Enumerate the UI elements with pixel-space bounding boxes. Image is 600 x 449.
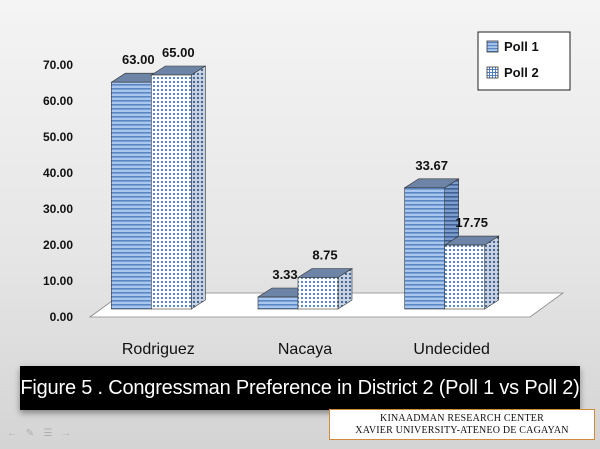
legend-swatch-poll-2 xyxy=(486,66,499,79)
y-tick-label: 50.00 xyxy=(43,130,73,144)
bar-series-group xyxy=(110,65,500,310)
y-tick-label: 0.00 xyxy=(50,310,74,324)
legend-label-poll-1: Poll 1 xyxy=(504,39,539,54)
chart-area: 0.00 10.00 20.00 30.00 40.00 50.00 60.00 70.00 … xyxy=(43,31,571,358)
bar-poll-2-rodriguez xyxy=(151,74,192,310)
data-label: 3.33 xyxy=(272,267,297,282)
bar-chart: 0.0010.0020.0030.0040.0050.0060.0070.00 … xyxy=(43,31,571,358)
back-arrow-icon[interactable]: ← xyxy=(7,428,17,439)
menu-icon[interactable]: ☰ xyxy=(43,428,53,439)
y-tick-label: 60.00 xyxy=(43,94,73,108)
data-label: 63.00 xyxy=(122,52,155,67)
category-label: Nacaya xyxy=(278,341,332,358)
bar-poll-1-undecided xyxy=(404,187,445,310)
credit-box: KINAADMAN RESEARCH CENTER XAVIER UNIVERS… xyxy=(329,409,595,440)
pen-icon[interactable]: ✎ xyxy=(25,428,35,439)
data-label: 33.67 xyxy=(415,158,448,173)
x-axis: Rodriguez Nacaya Undecided xyxy=(122,341,490,358)
legend: Poll 1 Poll 2 xyxy=(477,31,571,91)
y-axis: 0.00 10.00 20.00 30.00 40.00 50.00 60.00 70.00 xyxy=(43,58,73,324)
category-label: Rodriguez xyxy=(122,341,195,358)
y-tick-label: 70.00 xyxy=(43,58,73,72)
y-tick-label: 30.00 xyxy=(43,202,73,216)
category-label: Undecided xyxy=(413,341,490,358)
figure-caption: Figure 5 . Congressman Preference in Dis… xyxy=(20,366,580,410)
bar-poll-1-nacaya xyxy=(257,296,299,310)
data-label: 17.75 xyxy=(455,215,488,230)
forward-arrow-icon[interactable]: → xyxy=(61,428,71,439)
y-tick-label: 10.00 xyxy=(43,274,73,288)
bar-side xyxy=(191,65,206,310)
data-labels: 63.00 65.00 3.33 8.75 33.67 17.75 xyxy=(122,45,488,282)
legend-swatch-poll-1 xyxy=(486,40,499,53)
credit-line-1: KINAADMAN RESEARCH CENTER xyxy=(380,412,544,424)
bar-side xyxy=(484,235,499,310)
y-tick-label: 40.00 xyxy=(43,166,73,180)
bar-poll-2-nacaya xyxy=(297,277,339,310)
slideshow-toolbar: ← ✎ ☰ → xyxy=(6,426,72,442)
y-tick-label: 20.00 xyxy=(43,238,73,252)
bar-poll-1-rodriguez xyxy=(111,81,152,310)
bar-poll-2-undecided xyxy=(444,244,485,310)
data-label: 65.00 xyxy=(162,45,195,60)
data-label: 8.75 xyxy=(312,248,337,263)
legend-label-poll-2: Poll 2 xyxy=(504,65,539,80)
caption-text: Figure 5 . Congressman Preference in Dis… xyxy=(20,376,580,399)
credit-line-2: XAVIER UNIVERSITY-ATENEO DE CAGAYAN xyxy=(355,424,569,436)
